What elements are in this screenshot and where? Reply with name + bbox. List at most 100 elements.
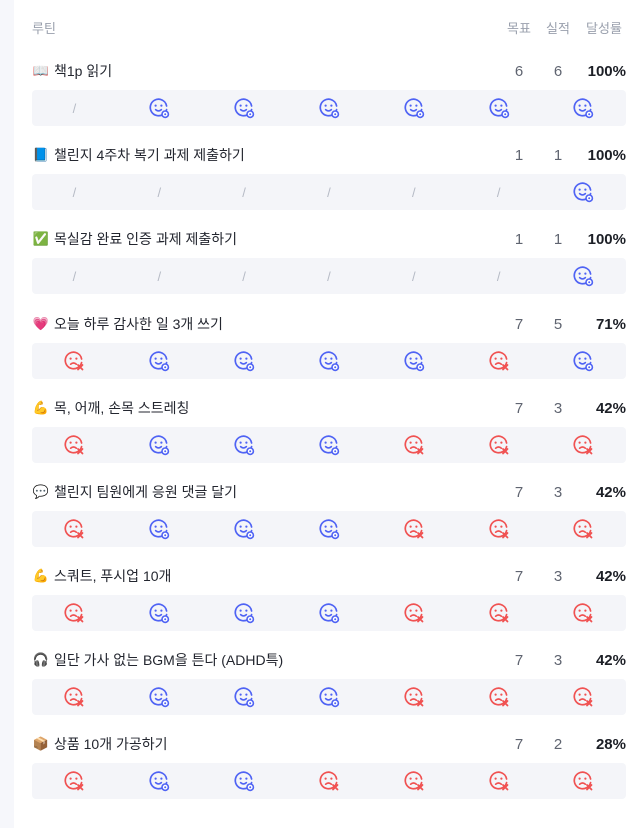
day-fail-sad-icon[interactable] xyxy=(32,511,117,547)
day-success-smile-icon[interactable] xyxy=(202,679,287,715)
routine-name: 상품 10개 가공하기 xyxy=(54,736,168,752)
day-empty-slash: / xyxy=(117,258,202,294)
slash-mark: / xyxy=(242,184,246,200)
day-fail-sad-icon[interactable] xyxy=(371,427,456,463)
day-fail-sad-icon[interactable] xyxy=(541,511,626,547)
day-fail-sad-icon[interactable] xyxy=(541,427,626,463)
day-fail-sad-icon[interactable] xyxy=(456,595,541,631)
routine-emoji-icon: ✅ xyxy=(32,231,50,246)
day-fail-sad-icon[interactable] xyxy=(541,763,626,799)
day-fail-sad-icon[interactable] xyxy=(32,595,117,631)
slash-mark: / xyxy=(242,268,246,284)
routine-achievement-rate: 42% xyxy=(595,399,626,417)
day-success-smile-icon[interactable] xyxy=(541,174,626,210)
day-empty-slash: / xyxy=(32,90,117,126)
routine-done-count: 1 xyxy=(553,230,563,248)
day-success-smile-icon[interactable] xyxy=(541,343,626,379)
day-success-smile-icon[interactable] xyxy=(287,90,372,126)
routine-name: 챌린지 4주차 복기 과제 제출하기 xyxy=(54,147,245,163)
routine-row[interactable]: 💗 오늘 하루 감사한 일 3개 쓰기 7 5 71% xyxy=(32,309,626,379)
day-fail-sad-icon[interactable] xyxy=(456,679,541,715)
day-success-smile-icon[interactable] xyxy=(117,90,202,126)
routine-row[interactable]: ✅ 목실감 완료 인증 과제 제출하기 1 1 100% / / / / / / xyxy=(32,224,626,294)
day-success-smile-icon[interactable] xyxy=(287,595,372,631)
day-status-strip: / / / / / / xyxy=(32,174,626,210)
day-fail-sad-icon[interactable] xyxy=(32,679,117,715)
day-fail-sad-icon[interactable] xyxy=(371,595,456,631)
slash-mark: / xyxy=(327,268,331,284)
day-success-smile-icon[interactable] xyxy=(202,763,287,799)
day-fail-sad-icon[interactable] xyxy=(541,679,626,715)
day-fail-sad-icon[interactable] xyxy=(456,763,541,799)
routine-row[interactable]: 💪 스쿼트, 푸시업 10개 7 3 42% xyxy=(32,561,626,631)
routine-done-count: 3 xyxy=(553,651,563,669)
routine-row[interactable]: 📦 상품 10개 가공하기 7 2 28% xyxy=(32,729,626,799)
routine-goal-count: 1 xyxy=(514,230,524,248)
routine-done-count: 3 xyxy=(553,483,563,501)
slash-mark: / xyxy=(327,184,331,200)
day-fail-sad-icon[interactable] xyxy=(371,679,456,715)
routine-title-row: 💗 오늘 하루 감사한 일 3개 쓰기 7 5 71% xyxy=(32,309,626,339)
routine-row[interactable]: 💪 목, 어깨, 손목 스트레칭 7 3 42% xyxy=(32,393,626,463)
day-success-smile-icon[interactable] xyxy=(117,595,202,631)
day-success-smile-icon[interactable] xyxy=(287,679,372,715)
routine-achievement-rate: 71% xyxy=(595,315,626,333)
routine-goal-count: 1 xyxy=(514,146,524,164)
day-fail-sad-icon[interactable] xyxy=(541,595,626,631)
routine-title-row: 💬 챌린지 팀원에게 응원 댓글 달기 7 3 42% xyxy=(32,477,626,507)
day-fail-sad-icon[interactable] xyxy=(456,427,541,463)
day-success-smile-icon[interactable] xyxy=(371,343,456,379)
routine-row[interactable]: 🎧 일단 가사 없는 BGM을 튼다 (ADHD특) 7 3 42% xyxy=(32,645,626,715)
day-empty-slash: / xyxy=(287,258,372,294)
routine-name: 목, 어깨, 손목 스트레칭 xyxy=(54,400,190,416)
day-fail-sad-icon[interactable] xyxy=(32,763,117,799)
routine-done-count: 3 xyxy=(553,399,563,417)
day-success-smile-icon[interactable] xyxy=(117,427,202,463)
day-success-smile-icon[interactable] xyxy=(202,511,287,547)
day-success-smile-icon[interactable] xyxy=(202,343,287,379)
day-success-smile-icon[interactable] xyxy=(117,763,202,799)
routine-goal-count: 7 xyxy=(514,483,524,501)
routine-emoji-icon: 💬 xyxy=(32,484,50,499)
day-fail-sad-icon[interactable] xyxy=(32,343,117,379)
routine-goal-count: 7 xyxy=(514,735,524,753)
day-success-smile-icon[interactable] xyxy=(202,90,287,126)
day-empty-slash: / xyxy=(117,174,202,210)
day-success-smile-icon[interactable] xyxy=(117,679,202,715)
day-status-strip xyxy=(32,427,626,463)
day-success-smile-icon[interactable] xyxy=(117,511,202,547)
routine-row[interactable]: 📘 챌린지 4주차 복기 과제 제출하기 1 1 100% / / / / / / xyxy=(32,140,626,210)
routine-table-panel: 루틴 목표 실적 달성률 📖 책1p 읽기 6 6 100% / 📘 챌린지 4주차 복기 과… xyxy=(14,0,640,828)
slash-mark: / xyxy=(72,100,77,116)
day-success-smile-icon[interactable] xyxy=(202,595,287,631)
day-success-smile-icon[interactable] xyxy=(287,343,372,379)
routine-title-row: 💪 스쿼트, 푸시업 10개 7 3 42% xyxy=(32,561,626,591)
routine-done-count: 5 xyxy=(553,315,563,333)
day-status-strip xyxy=(32,763,626,799)
day-success-smile-icon[interactable] xyxy=(117,343,202,379)
routine-title-row: 📘 챌린지 4주차 복기 과제 제출하기 1 1 100% xyxy=(32,140,626,170)
day-fail-sad-icon[interactable] xyxy=(287,763,372,799)
day-fail-sad-icon[interactable] xyxy=(371,763,456,799)
day-success-smile-icon[interactable] xyxy=(371,90,456,126)
routine-done-count: 1 xyxy=(553,146,563,164)
routine-done-count: 3 xyxy=(553,567,563,585)
day-success-smile-icon[interactable] xyxy=(287,427,372,463)
routine-row[interactable]: 💬 챌린지 팀원에게 응원 댓글 달기 7 3 42% xyxy=(32,477,626,547)
header-done: 실적 xyxy=(546,20,570,36)
day-fail-sad-icon[interactable] xyxy=(371,511,456,547)
routine-row[interactable]: 📖 책1p 읽기 6 6 100% / xyxy=(32,56,626,126)
day-success-smile-icon[interactable] xyxy=(541,258,626,294)
day-empty-slash: / xyxy=(456,174,541,210)
header-rate: 달성률 xyxy=(586,20,622,36)
day-fail-sad-icon[interactable] xyxy=(456,511,541,547)
day-fail-sad-icon[interactable] xyxy=(32,427,117,463)
day-success-smile-icon[interactable] xyxy=(202,427,287,463)
slash-mark: / xyxy=(411,268,416,284)
day-success-smile-icon[interactable] xyxy=(287,511,372,547)
day-empty-slash: / xyxy=(32,258,117,294)
day-success-smile-icon[interactable] xyxy=(456,90,541,126)
day-success-smile-icon[interactable] xyxy=(541,90,626,126)
day-fail-sad-icon[interactable] xyxy=(456,343,541,379)
